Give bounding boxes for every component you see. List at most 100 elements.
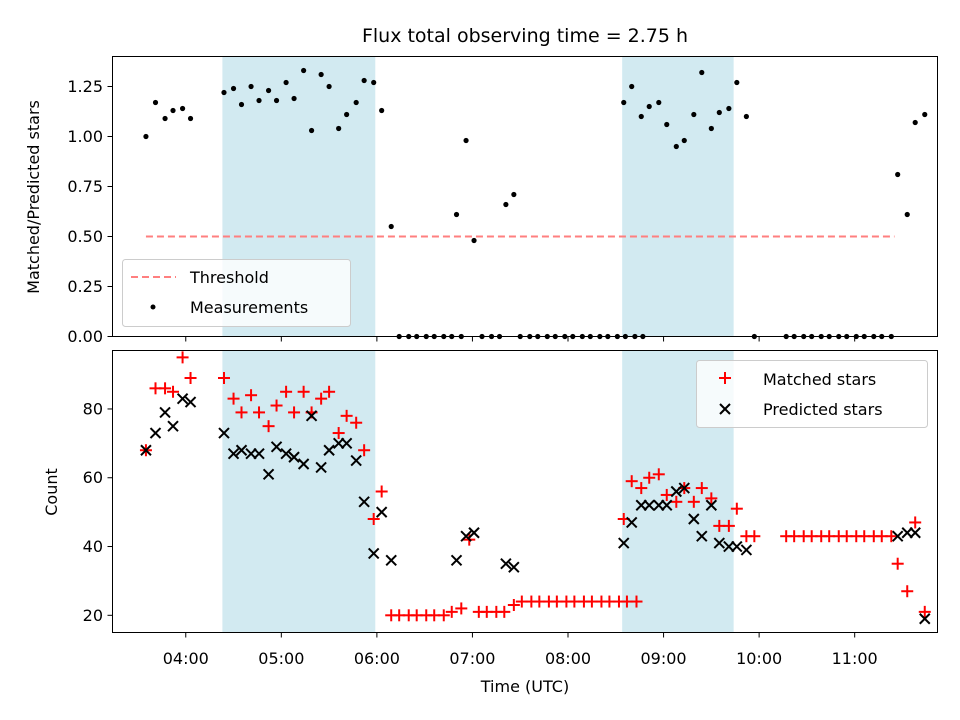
top-chart-title: Flux total observing time = 2.75 h: [362, 25, 688, 47]
matched-star-point: [315, 392, 328, 405]
predicted-star-point: [176, 392, 189, 405]
predicted-star-point: [159, 406, 171, 419]
measurement-point: [673, 143, 679, 150]
x-tick-label: 09:00: [641, 649, 687, 668]
predicted-star-point: [235, 444, 248, 456]
measurement-point: [361, 77, 367, 84]
matched-star-point: [235, 406, 248, 419]
measurement-point: [248, 83, 254, 90]
predicted-mark-b: [688, 513, 700, 525]
matched-star-point: [455, 602, 468, 615]
predicted-star-point: [688, 513, 700, 525]
predicted-mark-b: [713, 537, 726, 549]
predicted-mark-b: [740, 544, 753, 556]
measurement-point: [353, 99, 359, 106]
predicted-mark-b: [297, 458, 310, 470]
top-x-ticks: [185, 336, 856, 342]
matched-star-point: [358, 444, 371, 457]
predicted-star-point: [678, 482, 690, 494]
matched-star-point: [748, 530, 761, 543]
bottom-x-axis-label: Time (UTC): [480, 677, 569, 696]
legend-matched-swatch: [719, 372, 731, 384]
measurement-point: [691, 111, 697, 118]
predicted-star-point: [184, 396, 197, 408]
y-tick-label: 0.75: [67, 177, 103, 196]
bottom-y-axis: 20 40 60 80: [83, 399, 113, 625]
predicted-mark-b: [270, 441, 283, 453]
matched-star-point: [227, 392, 240, 405]
x-tick-label: 04:00: [163, 649, 209, 668]
matched-star-point: [901, 585, 914, 598]
matched-star-point: [660, 488, 673, 501]
measurement-point: [283, 79, 289, 86]
predicted-star-point: [626, 516, 638, 529]
predicted-star-point: [670, 485, 683, 498]
measurement-point: [656, 99, 662, 106]
matched-star-point: [695, 482, 708, 495]
measurement-point: [621, 99, 627, 106]
measurement-point: [895, 171, 901, 178]
y-tick-label: 0.00: [67, 327, 103, 346]
measurement-point: [922, 111, 928, 118]
x-tick-label: 07:00: [449, 649, 495, 668]
matched-star-point: [367, 513, 380, 526]
matched-star-point: [885, 530, 898, 543]
predicted-mark-b: [460, 530, 472, 542]
measurement-point: [230, 85, 237, 92]
predicted-star-point: [149, 427, 162, 439]
top-legend: Threshold Measurements: [122, 259, 351, 327]
measurement-point: [221, 89, 227, 96]
predicted-star-point: [297, 458, 310, 470]
measurement-point: [308, 127, 315, 134]
matched-star-point: [176, 351, 189, 364]
predicted-mark-b: [235, 444, 248, 456]
matched-star-point: [635, 482, 648, 495]
bottom-plot-frame: [112, 350, 938, 633]
y-tick-label: 0.25: [67, 277, 103, 296]
predicted-mark-b: [323, 444, 335, 456]
predicted-mark-b: [891, 530, 904, 542]
measurement-point: [708, 125, 714, 132]
measurement-point: [318, 71, 324, 78]
matched-star-point: [375, 485, 388, 498]
predicted-star-point: [227, 447, 240, 460]
matched-star-point: [437, 609, 450, 622]
predicted-mark-b: [140, 444, 152, 456]
predicted-star-point: [460, 530, 472, 542]
shaded-region: [222, 350, 376, 633]
measurement-point: [238, 101, 245, 108]
top-y-axis: 0.00 0.25 0.50 0.75 1.00 1.25: [67, 77, 113, 346]
measurement-point: [646, 103, 652, 110]
matched-star-point: [445, 605, 458, 618]
matched-star-point: [270, 399, 283, 412]
measurement-point: [143, 133, 149, 140]
matched-star-point: [350, 416, 363, 429]
predicted-mark-b: [375, 506, 388, 518]
matched-star-point: [670, 495, 683, 508]
measurement-point: [904, 211, 910, 218]
predicted-mark-b: [253, 447, 265, 460]
measurement-point: [273, 97, 280, 104]
predicted-star-point: [740, 544, 753, 556]
matched-star-point: [217, 372, 230, 385]
measurement-point: [170, 107, 176, 114]
legend-predicted-label: Predicted stars: [763, 400, 883, 419]
predicted-mark-b: [350, 454, 362, 467]
y-tick-label: 1.00: [67, 127, 103, 146]
predicted-mark-b: [367, 547, 380, 560]
measurement-point: [291, 95, 297, 102]
predicted-mark-b: [167, 420, 179, 432]
matched-star-point: [630, 595, 643, 608]
predicted-star-point: [500, 558, 512, 570]
measurement-point: [453, 211, 460, 218]
matched-star-point: [687, 495, 700, 508]
predicted-mark-b: [678, 482, 690, 494]
y-tick-label: 60: [83, 468, 103, 487]
predicted-star-point: [323, 444, 335, 456]
predicted-star-point: [919, 613, 931, 625]
predicted-star-point: [385, 554, 397, 566]
predicted-star-point: [468, 527, 480, 539]
measurement-point: [388, 223, 394, 230]
predicted-star-point: [167, 420, 179, 432]
